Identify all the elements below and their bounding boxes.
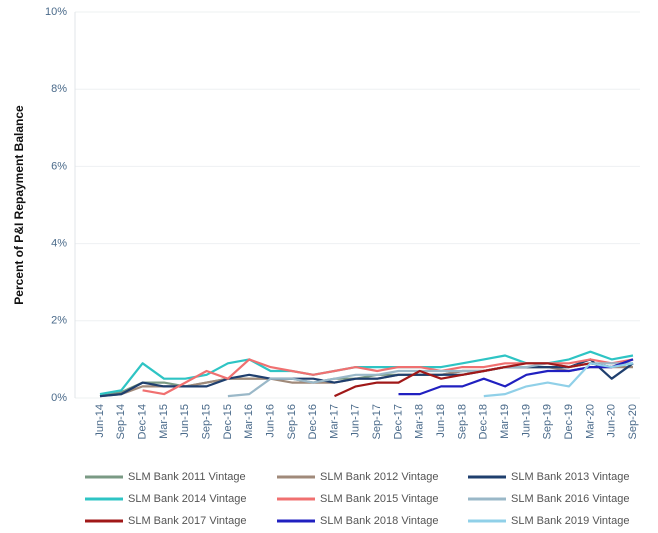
x-tick-label: Mar-15 [158, 404, 170, 439]
legend-label: SLM Bank 2011 Vintage [128, 471, 246, 483]
x-tick-label: Mar-16 [243, 404, 255, 439]
x-tick-label: Sep-18 [456, 404, 468, 439]
x-tick-label: Jun-15 [179, 404, 191, 438]
series-line [99, 358, 634, 398]
x-tick-label: Sep-17 [371, 404, 383, 439]
y-tick-label: 4% [51, 238, 67, 250]
x-tick-label: Dec-15 [222, 404, 234, 439]
y-axis-label: Percent of P&I Repayment Balance [12, 105, 26, 305]
series-line [334, 358, 634, 398]
legend-label: SLM Bank 2017 Vintage [128, 515, 246, 527]
x-tick-label: Sep-14 [115, 404, 127, 439]
legend-label: SLM Bank 2016 Vintage [511, 493, 629, 505]
y-tick-label: 6% [51, 160, 67, 172]
series-line [99, 350, 634, 396]
x-tick-label: Dec-16 [307, 404, 319, 439]
legend-label: SLM Bank 2019 Vintage [511, 515, 629, 527]
legend-label: SLM Bank 2013 Vintage [511, 471, 629, 483]
x-tick-label: Mar-17 [328, 404, 340, 439]
x-tick-label: Sep-19 [542, 404, 554, 439]
x-tick-label: Dec-19 [563, 404, 575, 439]
series-line [483, 362, 634, 398]
x-tick-label: Sep-16 [286, 404, 298, 439]
x-tick-label: Dec-18 [478, 404, 490, 439]
x-tick-label: Mar-19 [499, 404, 511, 439]
y-tick-label: 8% [51, 83, 67, 95]
x-tick-label: Dec-17 [392, 404, 404, 439]
x-tick-label: Dec-14 [137, 404, 149, 439]
x-tick-label: Jun-16 [264, 404, 276, 438]
x-tick-label: Mar-18 [414, 404, 426, 439]
legend-label: SLM Bank 2015 Vintage [320, 493, 438, 505]
legend-label: SLM Bank 2014 Vintage [128, 493, 246, 505]
x-tick-label: Mar-20 [584, 404, 596, 439]
x-tick-label: Sep-20 [627, 404, 639, 439]
x-tick-label: Jun-20 [606, 404, 618, 438]
series-line [398, 358, 634, 396]
y-tick-label: 2% [51, 315, 67, 327]
legend-label: SLM Bank 2018 Vintage [320, 515, 438, 527]
x-tick-label: Jun-19 [520, 404, 532, 438]
legend-label: SLM Bank 2012 Vintage [320, 471, 438, 483]
x-tick-label: Sep-15 [201, 404, 213, 439]
x-tick-label: Jun-17 [350, 404, 362, 438]
x-tick-label: Jun-18 [435, 404, 447, 438]
y-tick-label: 10% [45, 6, 67, 18]
y-tick-label: 0% [51, 392, 67, 404]
x-tick-label: Jun-14 [94, 404, 106, 438]
